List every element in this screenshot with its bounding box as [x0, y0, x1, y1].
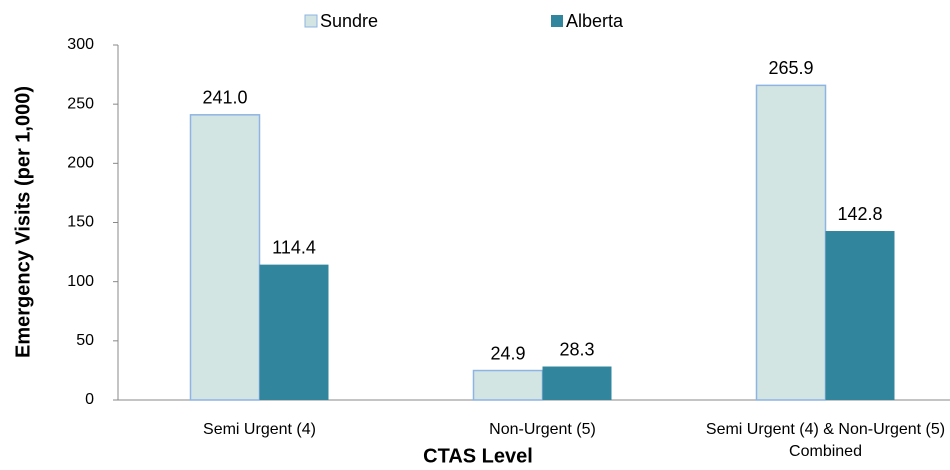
x-tick-label: Non-Urgent (5) — [489, 421, 596, 438]
y-tick-label: 200 — [67, 155, 94, 172]
bar — [259, 264, 329, 400]
value-label: 28.3 — [559, 339, 594, 359]
x-axis-title: CTAS Level — [423, 445, 533, 467]
y-tick-label: 100 — [67, 273, 94, 290]
legend-swatch — [551, 15, 563, 27]
y-tick-label: 150 — [67, 214, 94, 231]
value-label: 114.4 — [272, 237, 316, 257]
bar — [825, 231, 895, 400]
y-tick-label: 0 — [85, 391, 94, 408]
x-tick-label: Semi Urgent (4) — [203, 421, 316, 438]
y-axis-title: Emergency Visits (per 1,000) — [12, 86, 34, 358]
y-tick-label: 300 — [67, 36, 94, 53]
x-tick-label: Semi Urgent (4) & Non-Urgent (5) Combine… — [705, 421, 946, 460]
legend-label: Sundre — [320, 11, 378, 31]
y-tick-label: 50 — [76, 332, 94, 349]
value-label: 265.9 — [768, 58, 813, 78]
bar — [472, 369, 544, 401]
bar — [189, 114, 261, 401]
bar — [755, 84, 827, 401]
legend-label: Alberta — [566, 11, 624, 31]
bar — [542, 366, 612, 400]
value-label: 142.8 — [837, 204, 882, 224]
legend-swatch — [304, 14, 318, 28]
y-tick-label: 250 — [67, 95, 94, 112]
value-label: 241.0 — [202, 88, 247, 108]
value-label: 24.9 — [490, 343, 525, 363]
